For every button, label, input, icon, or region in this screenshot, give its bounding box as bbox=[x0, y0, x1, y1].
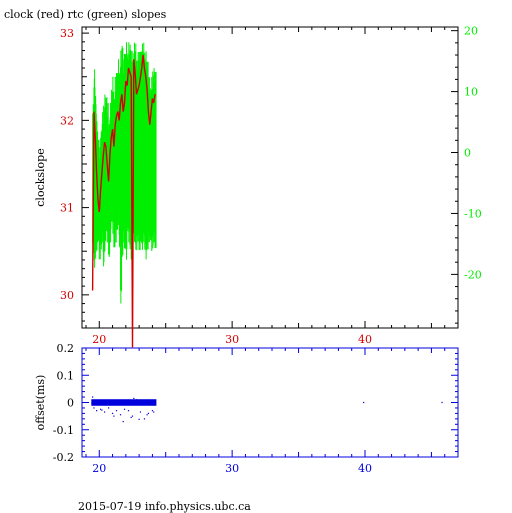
offset-point bbox=[147, 412, 150, 414]
offset-point bbox=[441, 401, 443, 404]
offset-point bbox=[101, 409, 103, 411]
bottom-y-tick-label: 0 bbox=[67, 397, 74, 410]
offset-point bbox=[146, 414, 148, 416]
top-panel: 30 31 32 33 -20 -10 0 10 20 20 30 40 clockslope bbox=[34, 25, 482, 348]
offset-point bbox=[100, 408, 102, 410]
right-y-tick-label: -10 bbox=[464, 207, 482, 220]
offset-point bbox=[103, 411, 106, 413]
footer-credit: 2015-07-19 info.physics.ubc.ca bbox=[78, 500, 251, 513]
offset-point bbox=[123, 408, 126, 410]
offset-point bbox=[363, 401, 365, 404]
offset-point bbox=[92, 396, 94, 398]
offset-point bbox=[96, 410, 98, 412]
top-x-tick-label: 40 bbox=[358, 333, 372, 346]
offset-point bbox=[130, 416, 132, 419]
right-y-tick-label: -20 bbox=[464, 268, 482, 281]
offset-point bbox=[119, 414, 122, 416]
bottom-x-tick-label: 40 bbox=[358, 462, 372, 475]
bottom-x-tick-label: 30 bbox=[225, 462, 239, 475]
bottom-x-tick-label: 20 bbox=[92, 462, 106, 475]
offset-point bbox=[133, 397, 135, 400]
bottom-y-axis-label: offset(ms) bbox=[34, 375, 47, 431]
left-y-tick-label: 32 bbox=[60, 114, 74, 127]
left-y-tick-label: 31 bbox=[60, 202, 74, 215]
offset-point bbox=[143, 418, 146, 420]
left-y-tick-label: 33 bbox=[60, 27, 74, 40]
offset-point bbox=[139, 411, 142, 413]
left-y-tick-label: 30 bbox=[60, 289, 74, 302]
top-x-tick-label: 20 bbox=[92, 333, 106, 346]
offset-point bbox=[122, 420, 124, 423]
offset-point bbox=[93, 407, 95, 409]
right-y-tick-label: 0 bbox=[464, 147, 471, 160]
offset-point bbox=[131, 415, 134, 417]
offset-point bbox=[153, 411, 155, 413]
top-plot-frame bbox=[81, 26, 459, 329]
bottom-y-tick-label: 0.2 bbox=[57, 342, 75, 355]
offset-point bbox=[138, 418, 140, 420]
offset-point bbox=[135, 399, 138, 401]
offset-point bbox=[127, 410, 130, 412]
bottom-panel: -0.2 -0.1 0 0.1 0.2 20 30 40 offset(ms) bbox=[34, 342, 459, 475]
bottom-y-tick-label: -0.2 bbox=[53, 451, 74, 464]
offset-point bbox=[111, 412, 114, 414]
offset-dense-band bbox=[91, 399, 157, 406]
right-y-tick-label: 10 bbox=[464, 86, 478, 99]
bottom-y-tick-label: -0.1 bbox=[53, 424, 74, 437]
offset-point bbox=[113, 415, 115, 417]
offset-point bbox=[115, 410, 118, 412]
top-x-tick-label: 30 bbox=[225, 333, 239, 346]
chart-title: clock (red) rtc (green) slopes bbox=[4, 8, 167, 21]
offset-point bbox=[151, 410, 154, 412]
clock-series-line bbox=[91, 54, 156, 348]
right-y-tick-label: 20 bbox=[464, 25, 478, 38]
offset-point bbox=[107, 407, 110, 409]
top-y-axis-label: clockslope bbox=[34, 148, 47, 206]
bottom-y-tick-label: 0.1 bbox=[57, 369, 75, 382]
